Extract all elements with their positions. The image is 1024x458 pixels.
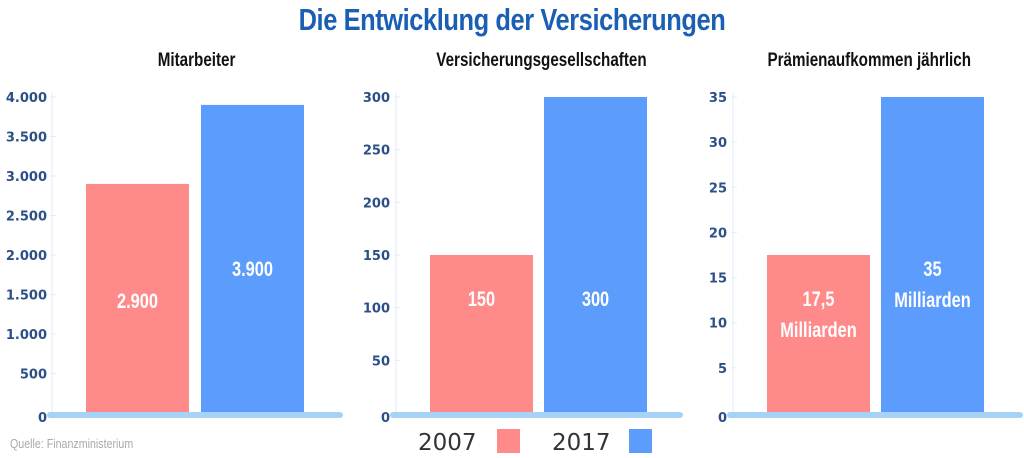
y-tick-label: 0	[38, 411, 47, 426]
bar-value-label: Milliarden	[894, 288, 970, 311]
y-tick-label: 10	[709, 317, 727, 332]
bar-2007	[430, 255, 533, 413]
subchart-title-mitarbeiter: Mitarbeiter	[157, 50, 236, 71]
y-tick-label: 1.000	[6, 328, 47, 343]
bar-2007	[767, 255, 870, 413]
bar-2007	[86, 183, 189, 413]
y-tick-label: 2.500	[6, 210, 47, 225]
bar-2017	[881, 97, 984, 413]
y-tick-label: 100	[363, 302, 390, 317]
y-tick-label: 150	[363, 249, 390, 264]
legend-swatch-2017	[629, 429, 652, 453]
y-tick-label: 3.500	[6, 131, 47, 146]
y-tick-label: 30	[709, 136, 727, 151]
bar-value-label: 300	[582, 287, 609, 310]
bar-value-label: 35	[923, 257, 941, 280]
subchart-title-praemienaufkommen: Prämienaufkommen jährlich	[767, 50, 972, 71]
bar-2017	[544, 97, 647, 413]
y-tick-label: 200	[363, 196, 390, 211]
y-tick-label: 300	[363, 91, 390, 106]
y-tick-label: 5	[718, 362, 727, 377]
y-tick-label: 250	[363, 144, 390, 159]
y-tick-label: 0	[381, 411, 390, 426]
bar-value-label: 150	[468, 287, 495, 310]
bar-value-label: 17,5	[803, 287, 835, 310]
bar-value-label: Milliarden	[780, 318, 856, 341]
source-note: Quelle: Finanzministerium	[10, 436, 134, 451]
y-tick-label: 1.500	[6, 289, 47, 304]
bar-value-label: 3.900	[232, 257, 273, 280]
bar-2017	[201, 104, 304, 414]
legend-swatch-2007	[497, 429, 520, 453]
legend-label-2007: 2007	[418, 430, 477, 456]
y-tick-label: 0	[718, 411, 727, 426]
y-tick-label: 50	[372, 354, 390, 369]
y-tick-label: 15	[709, 272, 727, 287]
y-tick-label: 2.000	[6, 249, 47, 264]
y-tick-label: 25	[709, 181, 727, 196]
legend-label-2017: 2017	[552, 430, 611, 456]
y-tick-label: 35	[709, 91, 727, 106]
chart-title: Die Entwicklung der Versicherungen	[298, 2, 726, 37]
y-tick-label: 3.000	[6, 170, 47, 185]
y-tick-label: 4.000	[6, 91, 47, 106]
subchart-title-versicherungsgesellschaften: Versicherungsgesellschaften	[436, 50, 647, 71]
y-tick-label: 500	[20, 368, 47, 383]
bar-value-label: 2.900	[117, 289, 158, 312]
y-tick-label: 20	[709, 226, 727, 241]
